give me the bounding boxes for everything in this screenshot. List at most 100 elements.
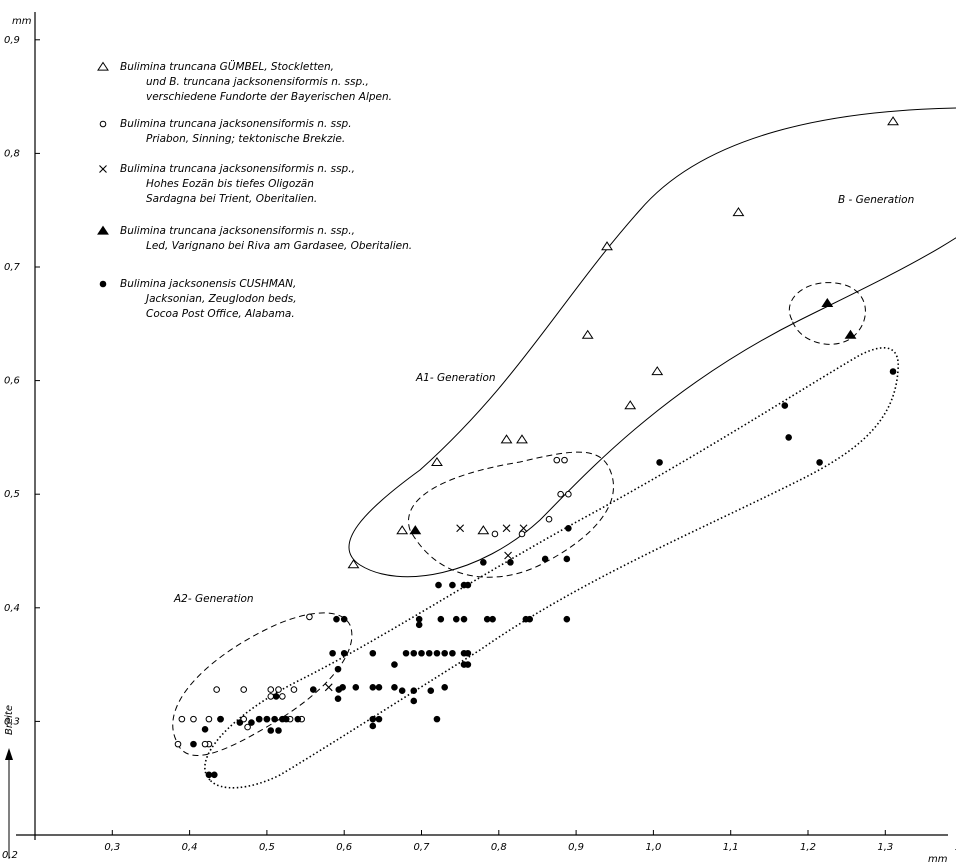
open-circle-point	[213, 686, 220, 693]
x-tick-label: 0,5	[259, 842, 275, 853]
open-triangle-point	[396, 525, 409, 535]
filled-circle-point	[340, 615, 348, 623]
filled-circle-point	[526, 615, 534, 623]
x-unit-label: mm	[928, 854, 948, 865]
filled-circle-point	[449, 581, 456, 589]
filled-circle-point	[563, 615, 571, 623]
y-tick-label: 0,6	[4, 376, 20, 387]
filled-circle-point	[565, 524, 572, 532]
cushman-envelope	[204, 346, 900, 789]
x-tick-label: 0,6	[336, 842, 352, 853]
open-circle-point	[240, 686, 248, 693]
led-envelope	[789, 282, 866, 345]
filled-circle-point	[483, 615, 491, 623]
filled-triangle-point	[409, 525, 422, 535]
filled-circle-point	[418, 649, 425, 657]
open-triangle-point	[651, 366, 664, 376]
filled-circle-point	[205, 771, 213, 779]
filled-circle-point	[391, 684, 398, 691]
plot-frame	[5, 12, 948, 858]
filled-circle-point	[410, 687, 418, 695]
y-tick-label: 0,4	[4, 603, 20, 614]
filled-circle-point	[889, 368, 897, 375]
open-circle-point	[267, 686, 275, 693]
generation-regions	[172, 107, 956, 789]
y-tick-labels: 0,3 0,4 0,5 0,6 0,7 0,8 0,9	[4, 35, 40, 727]
open-circle-point	[279, 693, 286, 700]
filled-circle-point	[340, 649, 348, 657]
open-circle-point	[178, 715, 186, 723]
filled-circle-point	[563, 555, 571, 563]
open-circle-point	[174, 740, 182, 748]
legend-entry-line: Sardagna bei Trient, Oberitalien.	[146, 193, 317, 205]
open-triangle-point	[477, 525, 490, 535]
open-circle-point	[565, 490, 572, 498]
open-triangle-point	[431, 456, 443, 467]
filled-circle-point	[480, 559, 487, 566]
legend-entry-line: Led, Varignano bei Riva am Gardasee, Obe…	[146, 240, 412, 252]
data-points	[174, 116, 899, 779]
open-circle-point	[244, 723, 251, 731]
filled-circle-point	[464, 649, 472, 657]
legend-filled-triangle-symbol	[97, 225, 109, 235]
filled-circle-point	[402, 649, 410, 657]
open-circle-point	[518, 530, 526, 538]
x-tick-label: 1,2	[800, 842, 816, 853]
filled-circle-point	[449, 649, 456, 657]
filled-circle-point	[333, 615, 340, 623]
filled-circle-point	[217, 715, 224, 723]
filled-circle-point	[398, 687, 406, 695]
filled-circle-point	[541, 555, 549, 563]
open-triangle-point	[601, 241, 613, 251]
filled-circle-point	[248, 719, 255, 726]
filled-circle-point	[282, 715, 290, 723]
cross-point	[456, 524, 465, 533]
filled-circle-point	[441, 649, 448, 657]
legend-entry-line: Jacksonian, Zeuglodon beds,	[144, 293, 297, 305]
filled-circle-point	[441, 684, 448, 691]
filled-circle-point	[255, 715, 263, 723]
legend-entry-line: Hohes Eozän bis tiefes Oligozän	[146, 178, 314, 190]
filled-circle-point	[267, 727, 275, 734]
filled-circle-point	[433, 715, 441, 723]
filled-circle-point	[781, 402, 789, 409]
filled-circle-point	[375, 684, 383, 691]
b-generation-envelope	[348, 107, 956, 578]
legend-entry-line: Cocoa Post Office, Alabama.	[146, 308, 295, 320]
y-tick-label: 0,7	[4, 262, 21, 273]
filled-circle-point	[656, 459, 663, 466]
legend-open-triangle-symbol	[97, 61, 109, 71]
filled-circle-point	[190, 740, 197, 748]
legend-entry-line: Bulimina truncana jacksonensiformis n. s…	[120, 163, 355, 175]
cross-point	[324, 683, 333, 692]
open-circle-point	[491, 530, 499, 538]
filled-circle-point	[460, 615, 468, 623]
filled-circle-point	[334, 665, 342, 673]
filled-circle-point	[415, 621, 423, 629]
a1-generation-envelope	[408, 451, 614, 578]
open-circle-point	[561, 456, 568, 464]
x-tick-label: 0,9	[568, 842, 584, 853]
open-circle-point	[290, 686, 298, 693]
filled-circle-point	[464, 661, 472, 668]
filled-circle-point	[201, 726, 209, 733]
cross-point	[519, 524, 528, 533]
filled-circle-point	[329, 649, 336, 657]
x-tick-label: 1,3	[877, 842, 893, 853]
filled-circle-point	[263, 715, 271, 723]
legend-entry-line: Priabon, Sinning; tektonische Brekzie.	[146, 133, 345, 145]
y-tick-label: 0,8	[4, 148, 20, 159]
filled-triangle-point	[844, 329, 857, 339]
legend-entry-line: Bulimina jacksonensis CUSHMAN,	[120, 278, 296, 290]
filled-circle-point	[437, 615, 445, 623]
open-triangle-point	[500, 434, 513, 444]
filled-circle-point	[391, 661, 398, 668]
open-circle-point	[306, 613, 313, 621]
y-tick-label: 0,5	[4, 489, 20, 500]
filled-circle-point	[785, 434, 792, 441]
legend-entry-line: Bulimina truncana jacksonensiformis n. s…	[120, 225, 355, 237]
origin-tick-label: 0,2	[2, 850, 18, 861]
annotation-b-generation: B - Generation	[838, 194, 914, 206]
x-tick-label: 0,3	[104, 842, 120, 853]
y-tick-label: 0,9	[4, 35, 20, 46]
